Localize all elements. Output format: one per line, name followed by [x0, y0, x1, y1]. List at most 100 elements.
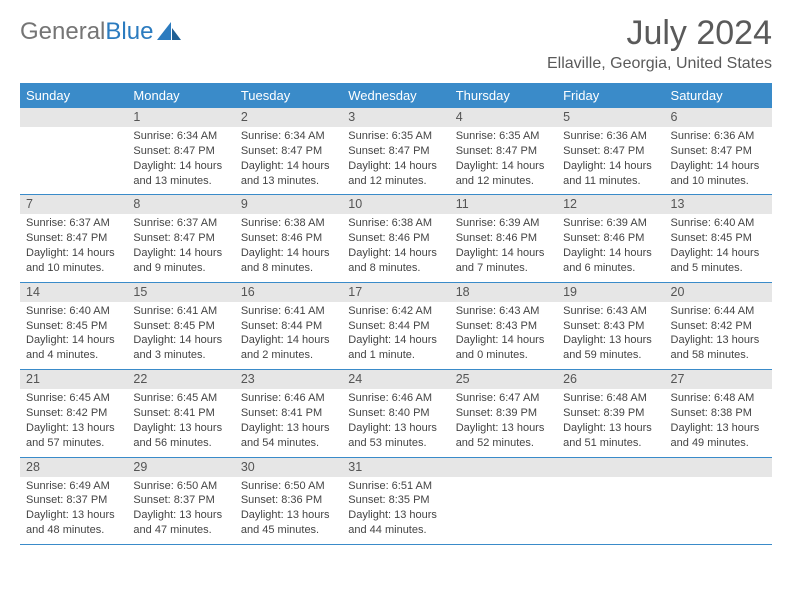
- sunset-text: Sunset: 8:47 PM: [671, 144, 766, 159]
- calendar-week: 1Sunrise: 6:34 AMSunset: 8:47 PMDaylight…: [20, 108, 772, 195]
- sunset-text: Sunset: 8:47 PM: [241, 144, 336, 159]
- daylight1-text: Daylight: 13 hours: [348, 421, 443, 436]
- day-number: 6: [665, 108, 772, 127]
- location-text: Ellaville, Georgia, United States: [547, 55, 772, 73]
- daylight1-text: Daylight: 14 hours: [133, 246, 228, 261]
- daylight1-text: Daylight: 14 hours: [563, 159, 658, 174]
- daylight2-text: and 13 minutes.: [133, 174, 228, 189]
- day-number: 27: [665, 370, 772, 389]
- daylight2-text: and 11 minutes.: [563, 174, 658, 189]
- calendar-day: 25Sunrise: 6:47 AMSunset: 8:39 PMDayligh…: [450, 370, 557, 456]
- daylight1-text: Daylight: 14 hours: [456, 246, 551, 261]
- weekday-header: Sunday Monday Tuesday Wednesday Thursday…: [20, 83, 772, 108]
- sunset-text: Sunset: 8:46 PM: [241, 231, 336, 246]
- day-number: 4: [450, 108, 557, 127]
- day-number: 1: [127, 108, 234, 127]
- daylight1-text: Daylight: 14 hours: [456, 159, 551, 174]
- daylight2-text: and 58 minutes.: [671, 348, 766, 363]
- daylight1-text: Daylight: 13 hours: [133, 508, 228, 523]
- day-details: Sunrise: 6:36 AMSunset: 8:47 PMDaylight:…: [557, 127, 664, 188]
- sunset-text: Sunset: 8:35 PM: [348, 493, 443, 508]
- day-details: Sunrise: 6:43 AMSunset: 8:43 PMDaylight:…: [557, 302, 664, 363]
- calendar-day: 24Sunrise: 6:46 AMSunset: 8:40 PMDayligh…: [342, 370, 449, 456]
- weekday-label: Wednesday: [342, 83, 449, 108]
- daylight1-text: Daylight: 13 hours: [241, 421, 336, 436]
- daylight1-text: Daylight: 14 hours: [241, 333, 336, 348]
- daylight1-text: Daylight: 13 hours: [671, 421, 766, 436]
- daylight1-text: Daylight: 13 hours: [133, 421, 228, 436]
- day-details: [557, 477, 664, 479]
- calendar-week: 28Sunrise: 6:49 AMSunset: 8:37 PMDayligh…: [20, 458, 772, 545]
- daylight2-text: and 48 minutes.: [26, 523, 121, 538]
- sunrise-text: Sunrise: 6:34 AM: [241, 129, 336, 144]
- daylight1-text: Daylight: 14 hours: [348, 333, 443, 348]
- title-block: July 2024 Ellaville, Georgia, United Sta…: [547, 14, 772, 73]
- daylight1-text: Daylight: 14 hours: [241, 159, 336, 174]
- day-number: 23: [235, 370, 342, 389]
- day-number: 12: [557, 195, 664, 214]
- calendar-day: 23Sunrise: 6:46 AMSunset: 8:41 PMDayligh…: [235, 370, 342, 456]
- sunrise-text: Sunrise: 6:43 AM: [563, 304, 658, 319]
- calendar-day: [450, 458, 557, 544]
- daylight2-text: and 54 minutes.: [241, 436, 336, 451]
- daylight1-text: Daylight: 14 hours: [133, 159, 228, 174]
- day-number: 29: [127, 458, 234, 477]
- day-number: 28: [20, 458, 127, 477]
- daylight2-text: and 53 minutes.: [348, 436, 443, 451]
- sunset-text: Sunset: 8:41 PM: [241, 406, 336, 421]
- day-number: 19: [557, 283, 664, 302]
- weekday-label: Sunday: [20, 83, 127, 108]
- calendar-day: 27Sunrise: 6:48 AMSunset: 8:38 PMDayligh…: [665, 370, 772, 456]
- calendar-week: 7Sunrise: 6:37 AMSunset: 8:47 PMDaylight…: [20, 195, 772, 282]
- day-number: 10: [342, 195, 449, 214]
- calendar-week: 21Sunrise: 6:45 AMSunset: 8:42 PMDayligh…: [20, 370, 772, 457]
- day-number: 25: [450, 370, 557, 389]
- sunset-text: Sunset: 8:37 PM: [133, 493, 228, 508]
- daylight1-text: Daylight: 13 hours: [26, 508, 121, 523]
- sunrise-text: Sunrise: 6:43 AM: [456, 304, 551, 319]
- daylight2-text: and 57 minutes.: [26, 436, 121, 451]
- calendar-day: 17Sunrise: 6:42 AMSunset: 8:44 PMDayligh…: [342, 283, 449, 369]
- day-details: Sunrise: 6:38 AMSunset: 8:46 PMDaylight:…: [342, 214, 449, 275]
- daylight2-text: and 7 minutes.: [456, 261, 551, 276]
- sunrise-text: Sunrise: 6:45 AM: [26, 391, 121, 406]
- calendar-day: 14Sunrise: 6:40 AMSunset: 8:45 PMDayligh…: [20, 283, 127, 369]
- day-number: [20, 108, 127, 127]
- calendar-day: 9Sunrise: 6:38 AMSunset: 8:46 PMDaylight…: [235, 195, 342, 281]
- daylight2-text: and 2 minutes.: [241, 348, 336, 363]
- sunrise-text: Sunrise: 6:50 AM: [133, 479, 228, 494]
- calendar-day: 26Sunrise: 6:48 AMSunset: 8:39 PMDayligh…: [557, 370, 664, 456]
- sunrise-text: Sunrise: 6:36 AM: [563, 129, 658, 144]
- day-details: Sunrise: 6:39 AMSunset: 8:46 PMDaylight:…: [450, 214, 557, 275]
- sunset-text: Sunset: 8:43 PM: [456, 319, 551, 334]
- day-details: Sunrise: 6:47 AMSunset: 8:39 PMDaylight:…: [450, 389, 557, 450]
- sunset-text: Sunset: 8:42 PM: [26, 406, 121, 421]
- page-header: GeneralBlue July 2024 Ellaville, Georgia…: [20, 14, 772, 73]
- sunrise-text: Sunrise: 6:45 AM: [133, 391, 228, 406]
- day-details: Sunrise: 6:50 AMSunset: 8:37 PMDaylight:…: [127, 477, 234, 538]
- day-number: [557, 458, 664, 477]
- day-number: 13: [665, 195, 772, 214]
- sunrise-text: Sunrise: 6:34 AM: [133, 129, 228, 144]
- day-number: 21: [20, 370, 127, 389]
- day-details: Sunrise: 6:34 AMSunset: 8:47 PMDaylight:…: [127, 127, 234, 188]
- daylight2-text: and 12 minutes.: [456, 174, 551, 189]
- sunrise-text: Sunrise: 6:36 AM: [671, 129, 766, 144]
- daylight2-text: and 49 minutes.: [671, 436, 766, 451]
- daylight1-text: Daylight: 14 hours: [563, 246, 658, 261]
- day-details: Sunrise: 6:41 AMSunset: 8:44 PMDaylight:…: [235, 302, 342, 363]
- sunset-text: Sunset: 8:47 PM: [26, 231, 121, 246]
- day-details: [665, 477, 772, 479]
- calendar-day: 4Sunrise: 6:35 AMSunset: 8:47 PMDaylight…: [450, 108, 557, 194]
- sunset-text: Sunset: 8:37 PM: [26, 493, 121, 508]
- weekday-label: Friday: [557, 83, 664, 108]
- calendar-day: 21Sunrise: 6:45 AMSunset: 8:42 PMDayligh…: [20, 370, 127, 456]
- day-details: Sunrise: 6:42 AMSunset: 8:44 PMDaylight:…: [342, 302, 449, 363]
- daylight1-text: Daylight: 14 hours: [26, 246, 121, 261]
- day-number: [665, 458, 772, 477]
- calendar-day: 6Sunrise: 6:36 AMSunset: 8:47 PMDaylight…: [665, 108, 772, 194]
- brand-part1: General: [20, 18, 105, 46]
- daylight2-text: and 0 minutes.: [456, 348, 551, 363]
- day-number: 7: [20, 195, 127, 214]
- sunset-text: Sunset: 8:39 PM: [456, 406, 551, 421]
